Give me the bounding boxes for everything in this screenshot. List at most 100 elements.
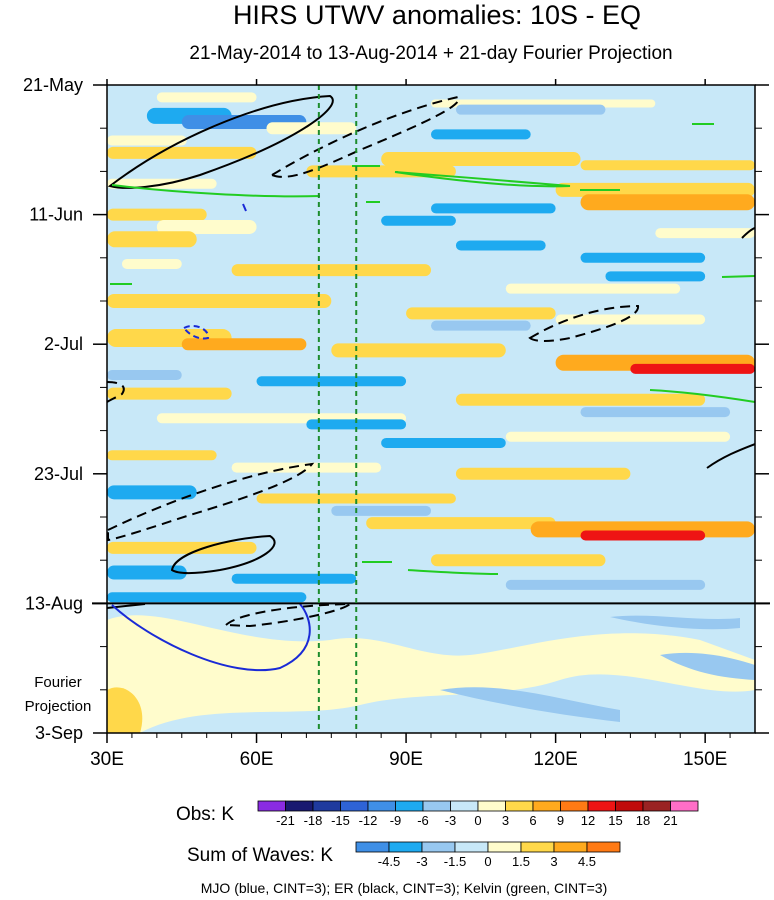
- colorbar-level-label: 9: [557, 813, 564, 828]
- x-tick-label: 90E: [389, 749, 423, 770]
- colorbar-box: [615, 800, 644, 812]
- field-patch: [455, 104, 606, 115]
- field-patch: [121, 258, 182, 269]
- waves-colorbar-label: Sum of Waves: K: [187, 845, 333, 866]
- colorbar-level-label: 3: [550, 854, 557, 869]
- field-patch: [107, 146, 257, 159]
- obs-colorbar-label: Obs: K: [176, 804, 234, 825]
- field-patch: [431, 129, 531, 140]
- y-axis: 21-May 11-Jun 2-Jul 23-Jul 13-Aug 3-Sep: [23, 75, 769, 743]
- colorbar-box: [421, 841, 456, 853]
- er-contour-positive: [741, 227, 755, 239]
- colorbar-box: [487, 841, 522, 853]
- colorbar-box: [532, 800, 561, 812]
- y-tick-label: 21-May: [23, 75, 83, 95]
- colorbar-box: [454, 841, 489, 853]
- kelvin-contour: [721, 275, 755, 278]
- colorbar-level-label: 4.5: [578, 854, 596, 869]
- field-patch: [107, 541, 257, 554]
- colorbar-box: [450, 800, 479, 812]
- colorbar-level-label: 0: [484, 854, 491, 869]
- colorbar-box: [477, 800, 506, 812]
- field-patch: [231, 264, 431, 277]
- field-patch: [107, 294, 332, 308]
- field-patch: [331, 505, 431, 516]
- colorbar-level-label: 6: [529, 813, 536, 828]
- field-patch: [107, 485, 197, 500]
- kelvin-contours: [110, 123, 755, 575]
- colorbar-box: [670, 800, 699, 812]
- colorbar-box: [367, 800, 396, 812]
- field-patch: [107, 592, 307, 603]
- waves-colorbar: -4.5 -3 -1.5 0 1.5 3 4.5: [355, 841, 621, 869]
- field-patch: [455, 240, 546, 251]
- field-patch: [630, 363, 755, 374]
- colorbar-box: [285, 800, 314, 812]
- colorbar-level-label: 15: [608, 813, 622, 828]
- colorbar-box: [257, 800, 286, 812]
- colorbar-box: [560, 800, 589, 812]
- field-patch: [381, 215, 456, 226]
- colorbar-level-label: -21: [276, 813, 295, 828]
- contour-legend-footer: MJO (blue, CINT=3); ER (black, CINT=3); …: [201, 880, 608, 896]
- colorbar-level-label: -15: [331, 813, 350, 828]
- field-patch: [580, 252, 706, 263]
- field-patch: [381, 152, 581, 167]
- x-tick-label: 120E: [533, 749, 577, 770]
- mjo-contour: [242, 203, 247, 212]
- y-tick-label: 11-Jun: [29, 205, 83, 225]
- colorbar-box: [505, 800, 534, 812]
- field-patch: [655, 228, 755, 239]
- projection-label-line2: Projection: [25, 698, 92, 715]
- er-contour-positive: [170, 534, 276, 574]
- er-contour-positive: [706, 443, 755, 469]
- field-patch: [431, 554, 606, 567]
- field-patch: [455, 467, 631, 480]
- reference-longitude-lines: [317, 85, 358, 733]
- colorbar-level-label: -4.5: [378, 854, 400, 869]
- field-patch: [107, 387, 232, 400]
- colorbar-box: [355, 841, 390, 853]
- field-patch: [107, 135, 187, 146]
- colorbar-box: [312, 800, 341, 812]
- colorbar-level-label: -9: [390, 813, 402, 828]
- colorbar-level-label: -3: [445, 813, 457, 828]
- colorbar-level-label: 18: [636, 813, 650, 828]
- field-patch: [107, 370, 182, 381]
- colorbar-level-label: -6: [417, 813, 429, 828]
- field-patch: [455, 393, 706, 406]
- field-patch: [107, 450, 217, 461]
- field-patch: [580, 407, 731, 418]
- field-patch: [156, 92, 257, 103]
- field-patch: [156, 219, 257, 234]
- anomaly-field: [107, 85, 755, 733]
- colorbar-level-label: -12: [359, 813, 378, 828]
- field-patch: [181, 338, 307, 351]
- field-patch: [555, 314, 706, 325]
- projection-field: [107, 604, 755, 733]
- field-patch: [306, 419, 407, 430]
- colorbar-level-label: 12: [581, 813, 595, 828]
- colorbar-box: [340, 800, 369, 812]
- mjo-contour: [182, 324, 210, 340]
- colorbar-level-label: -3: [416, 854, 428, 869]
- er-contours: [107, 94, 755, 628]
- colorbar-level-label: 3: [502, 813, 509, 828]
- field-patch: [107, 208, 207, 221]
- mjo-contour: [111, 603, 311, 672]
- colorbar-level-label: 1.5: [512, 854, 530, 869]
- mjo-contours: [111, 203, 311, 672]
- colorbar-level-label: -18: [304, 813, 323, 828]
- field-patch: [555, 182, 755, 197]
- colorbar-box: [553, 841, 588, 853]
- field-patch: [266, 122, 357, 135]
- field-patch: [505, 579, 706, 590]
- colorbar-level-label: 21: [663, 813, 677, 828]
- field-patch: [381, 437, 506, 448]
- y-tick-label: 13-Aug: [25, 593, 83, 613]
- colorbar-box: [388, 841, 423, 853]
- colorbar-box: [422, 800, 451, 812]
- field-patches: [107, 92, 755, 603]
- field-patch: [406, 307, 556, 320]
